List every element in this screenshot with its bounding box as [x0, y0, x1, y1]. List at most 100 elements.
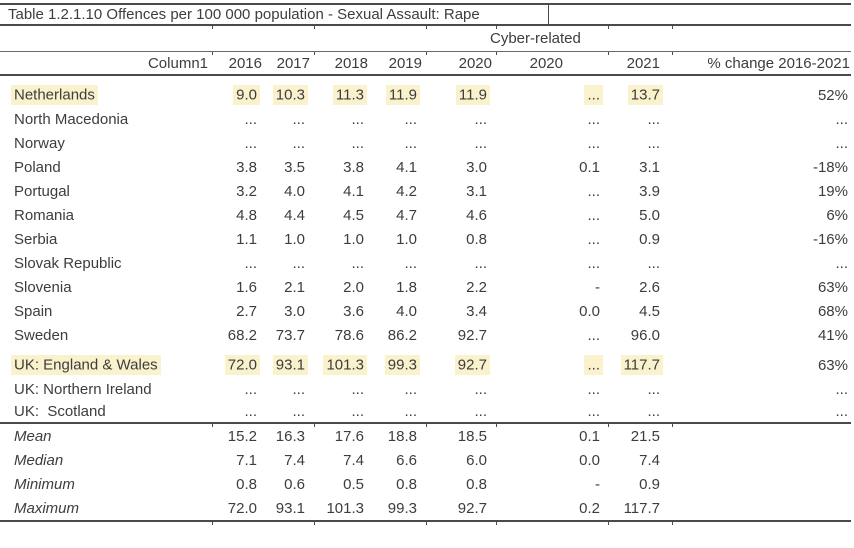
cell-value: ... — [587, 182, 600, 200]
cell-2021: 96.0 — [608, 327, 672, 344]
cell-cyber-2020: ... — [496, 135, 608, 152]
row-label-text: Netherlands — [11, 85, 98, 105]
cell-2018: 101.3 — [314, 355, 372, 375]
cell-value: ... — [587, 110, 600, 128]
cell-value: 7.4 — [343, 451, 364, 469]
cyber-group-row: Cyber-related — [0, 26, 854, 51]
cell-2020: 3.4 — [426, 303, 496, 320]
cell-2020: ... — [426, 111, 496, 128]
row-label-text: Slovenia — [14, 278, 72, 296]
cell-value: 4.5 — [343, 206, 364, 224]
cell-value: 18.5 — [457, 427, 487, 445]
cell-value: 1.0 — [343, 230, 364, 248]
tick-mark — [426, 424, 427, 427]
cell-value: ... — [474, 254, 487, 272]
cell-2017: 93.1 — [266, 355, 314, 375]
tick-mark — [426, 522, 427, 525]
cell-2017: 0.6 — [266, 476, 314, 493]
cell-2018: ... — [314, 135, 372, 152]
cell-value: ... — [587, 326, 600, 344]
cell-value: ... — [404, 110, 417, 128]
cell-value: ... — [404, 254, 417, 272]
cell-cyber-2020: ... — [496, 381, 608, 398]
cell-value: 0.5 — [343, 475, 364, 493]
cell-2018: 3.8 — [314, 159, 372, 176]
cell-value: 4.7 — [396, 206, 417, 224]
cell-2020: 18.5 — [426, 428, 496, 445]
cell-value: 17.6 — [334, 427, 364, 445]
table-row: Sweden 68.2 73.7 78.6 86.2 92.7... 96.0 41% — [0, 323, 854, 347]
cell-value: 0.8 — [466, 475, 487, 493]
cell-pct-change: 19% — [672, 183, 854, 200]
tick-mark — [314, 522, 315, 525]
cell-value: ... — [244, 403, 257, 420]
cell-2017: ... — [266, 111, 314, 128]
row-label-text: Maximum — [14, 499, 80, 517]
cell-2017: 93.1 — [266, 500, 314, 517]
summary-rows-section: Mean 15.2 16.3 17.6 18.8 18.5 0.1 21.5 Median 7.1… — [0, 424, 854, 520]
cell-2017: 10.3 — [266, 85, 314, 105]
cell-value: 2.6 — [639, 278, 660, 296]
cell-value: 4.8 — [236, 206, 257, 224]
cell-value: -18% — [812, 158, 848, 176]
cell-cyber-2020: ... — [496, 85, 608, 105]
row-label: Minimum — [0, 476, 212, 493]
tick-mark — [314, 424, 315, 427]
cell-value: 3.1 — [639, 158, 660, 176]
cell-2016: 3.2 — [212, 183, 266, 200]
cell-2018: ... — [314, 111, 372, 128]
table-row: Serbia 1.1 1.0 1.0 1.0 0.8... 0.9 -16% — [0, 227, 854, 251]
cell-value: 16.3 — [275, 427, 305, 445]
cell-value: 0.6 — [284, 475, 305, 493]
cell-value: ... — [835, 254, 848, 272]
cell-value: ... — [587, 403, 600, 420]
cell-2019: ... — [372, 135, 426, 152]
cell-2020: ... — [426, 381, 496, 398]
table-row: Romania 4.8 4.4 4.5 4.7 4.6... 5.0 6% — [0, 203, 854, 227]
cell-2021: 5.0 — [608, 207, 672, 224]
tick-mark — [608, 26, 609, 29]
cell-value: ... — [647, 110, 660, 128]
table-row: Slovenia 1.6 2.1 2.0 1.8 2.2 - 2.6 63% — [0, 275, 854, 299]
cell-cyber-2020: - — [496, 279, 608, 296]
row-label-text: Romania — [14, 206, 75, 224]
cell-pct-change: 41% — [672, 327, 854, 344]
cell-value: 3.8 — [343, 158, 364, 176]
cell-2017: 7.4 — [266, 452, 314, 469]
cell-cyber-2020: ... — [496, 327, 608, 344]
cell-2018: ... — [314, 381, 372, 398]
cell-2018: 17.6 — [314, 428, 372, 445]
cell-2017: ... — [266, 255, 314, 272]
table-row: Spain 2.7 3.0 3.6 4.0 3.4 0.0 4.5 68% — [0, 299, 854, 323]
row-label: North Macedonia — [0, 111, 212, 128]
cell-value: 117.7 — [623, 499, 660, 517]
cell-value: 9.0 — [233, 85, 260, 105]
cell-2020: 3.1 — [426, 183, 496, 200]
cell-value: 93.1 — [275, 499, 305, 517]
cell-cyber-2020: ... — [496, 255, 608, 272]
cell-cyber-2020: ... — [496, 403, 608, 420]
cell-pct-change: ... — [672, 255, 854, 272]
cell-2020: ... — [426, 403, 496, 420]
cell-2017: 1.0 — [266, 231, 314, 248]
cell-value: 1.6 — [236, 278, 257, 296]
row-label-text: Norway — [14, 134, 65, 152]
cell-2016: 1.6 — [212, 279, 266, 296]
cell-2020: 0.8 — [426, 476, 496, 493]
cell-value: ... — [292, 134, 305, 152]
title-separator-line — [0, 24, 851, 29]
cell-value: 2.1 — [284, 278, 305, 296]
cell-2019: 18.8 — [372, 428, 426, 445]
table-row: Netherlands 9.0 10.3 11.3 11.9 11.9... 13.7 52% — [0, 83, 854, 107]
cell-value: ... — [292, 110, 305, 128]
cell-cyber-2020: ... — [496, 183, 608, 200]
tick-mark — [212, 26, 213, 29]
row-label: Portugal — [0, 183, 212, 200]
row-label: Mean — [0, 428, 212, 445]
cell-2017: ... — [266, 135, 314, 152]
cell-value: 0.8 — [396, 475, 417, 493]
cell-2018: 4.5 — [314, 207, 372, 224]
cell-value: 0.8 — [236, 475, 257, 493]
cell-2016: ... — [212, 255, 266, 272]
